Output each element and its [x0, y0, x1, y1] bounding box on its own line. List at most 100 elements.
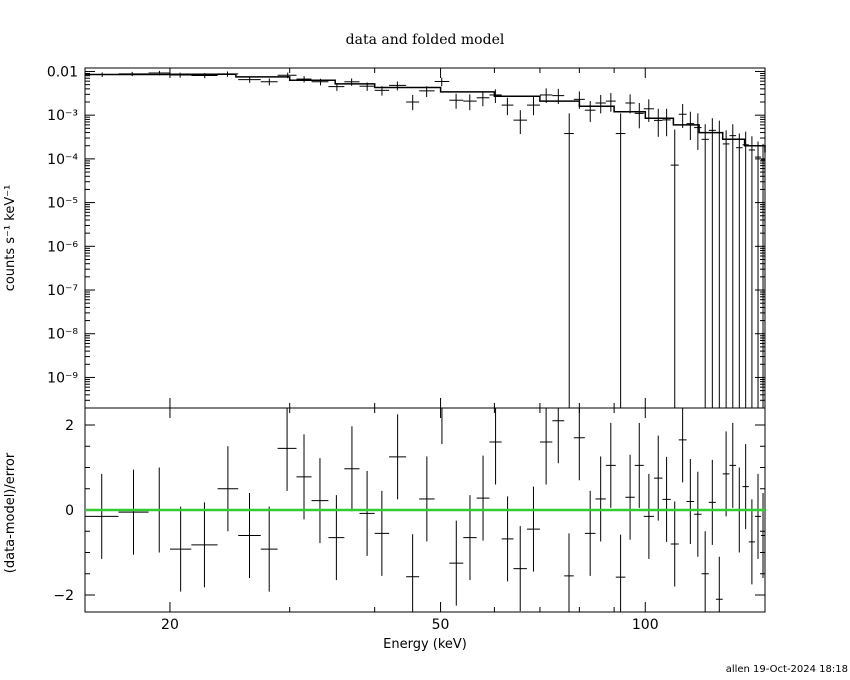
spectrum-data-point: [148, 70, 170, 76]
spectrum-data-point: [539, 88, 553, 103]
spectrum-data-point: [169, 72, 192, 78]
spectrum-data-point: [605, 93, 616, 112]
spectrum-data-point: [634, 102, 644, 129]
spectrum-data-point: [742, 131, 749, 408]
spectrum-data-point: [584, 101, 596, 122]
residual-point: [742, 444, 749, 530]
plot-signature: allen 19-Oct-2024 18:18: [726, 664, 848, 675]
spectrum-data-point: [311, 78, 329, 86]
spectrum-y-axis-label: counts s⁻¹ keV⁻¹: [3, 185, 18, 292]
residual-point: [595, 456, 606, 542]
residual-point: [476, 455, 490, 541]
residual-point: [748, 499, 755, 585]
spectrum-data-point: [686, 111, 695, 141]
spectrum-data-point: [643, 99, 654, 122]
model-curve: [85, 73, 766, 153]
spectrum-y-tick-label: 10⁻⁴: [47, 152, 78, 168]
spectrum-data-point: [694, 113, 702, 150]
spectrum-data-point: [85, 72, 119, 77]
residual-point: [260, 506, 278, 592]
residual-point: [686, 459, 695, 544]
spectrum-y-tick-label: 10⁻⁵: [47, 196, 78, 212]
residual-point: [539, 408, 553, 485]
residual-point: [584, 490, 596, 576]
spectrum-data-point: [678, 104, 687, 128]
residual-point: [311, 458, 329, 544]
residual-point: [296, 434, 312, 520]
residual-point: [489, 408, 502, 485]
spectrum-data-point: [260, 78, 278, 86]
residual-point: [463, 495, 477, 581]
spectrum-data-point: [419, 86, 435, 98]
spectrum-data-points: [85, 70, 765, 408]
residual-y-tick-label: 2: [65, 418, 74, 434]
residual-point: [715, 556, 723, 612]
spectrum-data-point: [238, 76, 261, 83]
spectrum-data-point: [754, 141, 762, 408]
residual-y-tick-label: 0: [65, 503, 74, 519]
residual-point: [419, 456, 435, 542]
residual-point: [359, 470, 375, 556]
spectrum-y-ticks: 0.01 10⁻³ 10⁻⁴ 10⁻⁵ 10⁻⁶ 10⁻⁷ 10⁻⁸ 10⁻⁹: [47, 64, 765, 409]
residual-point: [708, 459, 716, 545]
residual-point: [670, 501, 679, 587]
residual-point: [449, 520, 464, 606]
spectrum-data-point: [526, 97, 540, 116]
spectrum-data-point: [748, 136, 755, 408]
spectrum-data-point: [277, 72, 297, 79]
spectrum-data-point: [662, 108, 671, 137]
residual-y-tick-label: −2: [53, 588, 74, 604]
spectrum-data-point: [729, 124, 737, 408]
spectrum-data-point: [653, 108, 663, 137]
model-step-line: [85, 73, 766, 153]
residual-point: [328, 495, 345, 581]
x-tick-label: 50: [432, 617, 450, 633]
spectrum-data-point: [761, 143, 765, 408]
spectrum-data-point: [463, 94, 477, 111]
residual-point: [761, 493, 765, 578]
spectrum-panel: 0.01 10⁻³ 10⁻⁴ 10⁻⁵ 10⁻⁶ 10⁻⁷ 10⁻⁸ 10⁻⁹ counts …: [3, 64, 766, 409]
spectrum-data-point: [595, 94, 606, 114]
spectrum-data-point: [552, 88, 565, 105]
residual-point: [694, 471, 702, 557]
spectrum-data-point: [118, 71, 149, 77]
residual-x-ticks: 20 50 100: [161, 408, 659, 633]
residual-point: [653, 435, 663, 521]
spectrum-data-point: [374, 86, 390, 96]
residual-y-axis-label: (data-model)/error: [3, 452, 18, 573]
spectrum-data-point: [573, 91, 585, 109]
residual-point: [605, 422, 616, 508]
residual-point: [118, 469, 149, 555]
x-axis-label: Energy (keV): [383, 637, 467, 652]
spectrum-data-point: [434, 77, 450, 87]
spectrum-data-point: [191, 73, 218, 79]
spectrum-y-tick-label: 0.01: [47, 64, 78, 80]
spectrum-data-point: [344, 78, 360, 86]
spectrum-data-point: [296, 76, 312, 83]
residual-point: [615, 534, 626, 612]
residual-point: [729, 422, 737, 508]
residual-point: [434, 407, 450, 445]
residual-point: [643, 473, 654, 559]
residual-point: [754, 473, 762, 559]
residual-panel: 20−2 20 50 100 (data-model)/error Energy (…: [3, 407, 766, 652]
spectrum-data-point: [670, 129, 679, 408]
residual-point: [169, 506, 192, 592]
spectrum-data-point: [217, 71, 239, 77]
spectrum-data-point: [564, 113, 574, 408]
spectrum-data-point: [715, 120, 723, 408]
residual-point: [217, 446, 239, 532]
spectrum-data-point: [389, 81, 407, 91]
spectrum-y-tick-label: 10⁻⁶: [47, 239, 78, 255]
spectrum-data-point: [489, 89, 502, 103]
residual-point: [722, 431, 730, 517]
spectrum-y-tick-label: 10⁻⁷: [47, 283, 78, 299]
residual-point: [85, 473, 119, 559]
residual-point: [634, 422, 644, 508]
x-tick-label: 20: [161, 617, 179, 633]
residual-point: [191, 502, 218, 588]
residual-point: [344, 426, 360, 512]
spectrum-data-point: [736, 133, 743, 408]
spectrum-data-point: [476, 91, 490, 107]
